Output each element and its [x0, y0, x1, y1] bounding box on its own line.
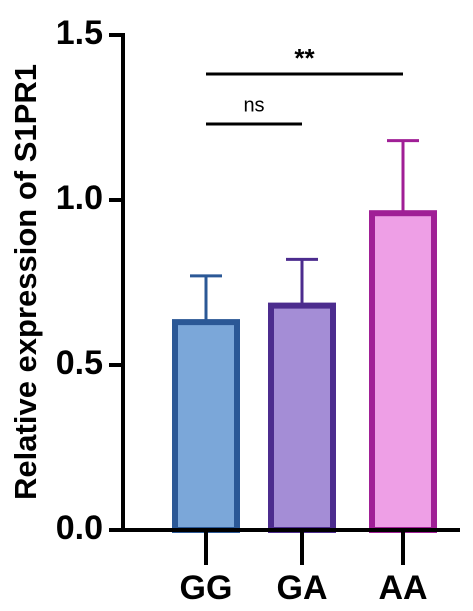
- significance-label: ns: [243, 94, 264, 116]
- y-axis-label: Relative expression of S1PR1: [8, 64, 43, 500]
- bar: [172, 319, 240, 533]
- x-tick-label: AA: [378, 569, 427, 606]
- y-tick-label: 1.5: [56, 14, 103, 52]
- y-tick-label: 0.5: [56, 344, 103, 382]
- significance-label: **: [294, 43, 315, 73]
- x-tick-label: GG: [180, 569, 233, 606]
- bar: [268, 302, 336, 533]
- y-tick-label: 1.0: [56, 179, 103, 217]
- x-tick-label: GA: [277, 569, 328, 606]
- y-tick-label: 0.0: [56, 509, 103, 547]
- bar: [369, 210, 437, 533]
